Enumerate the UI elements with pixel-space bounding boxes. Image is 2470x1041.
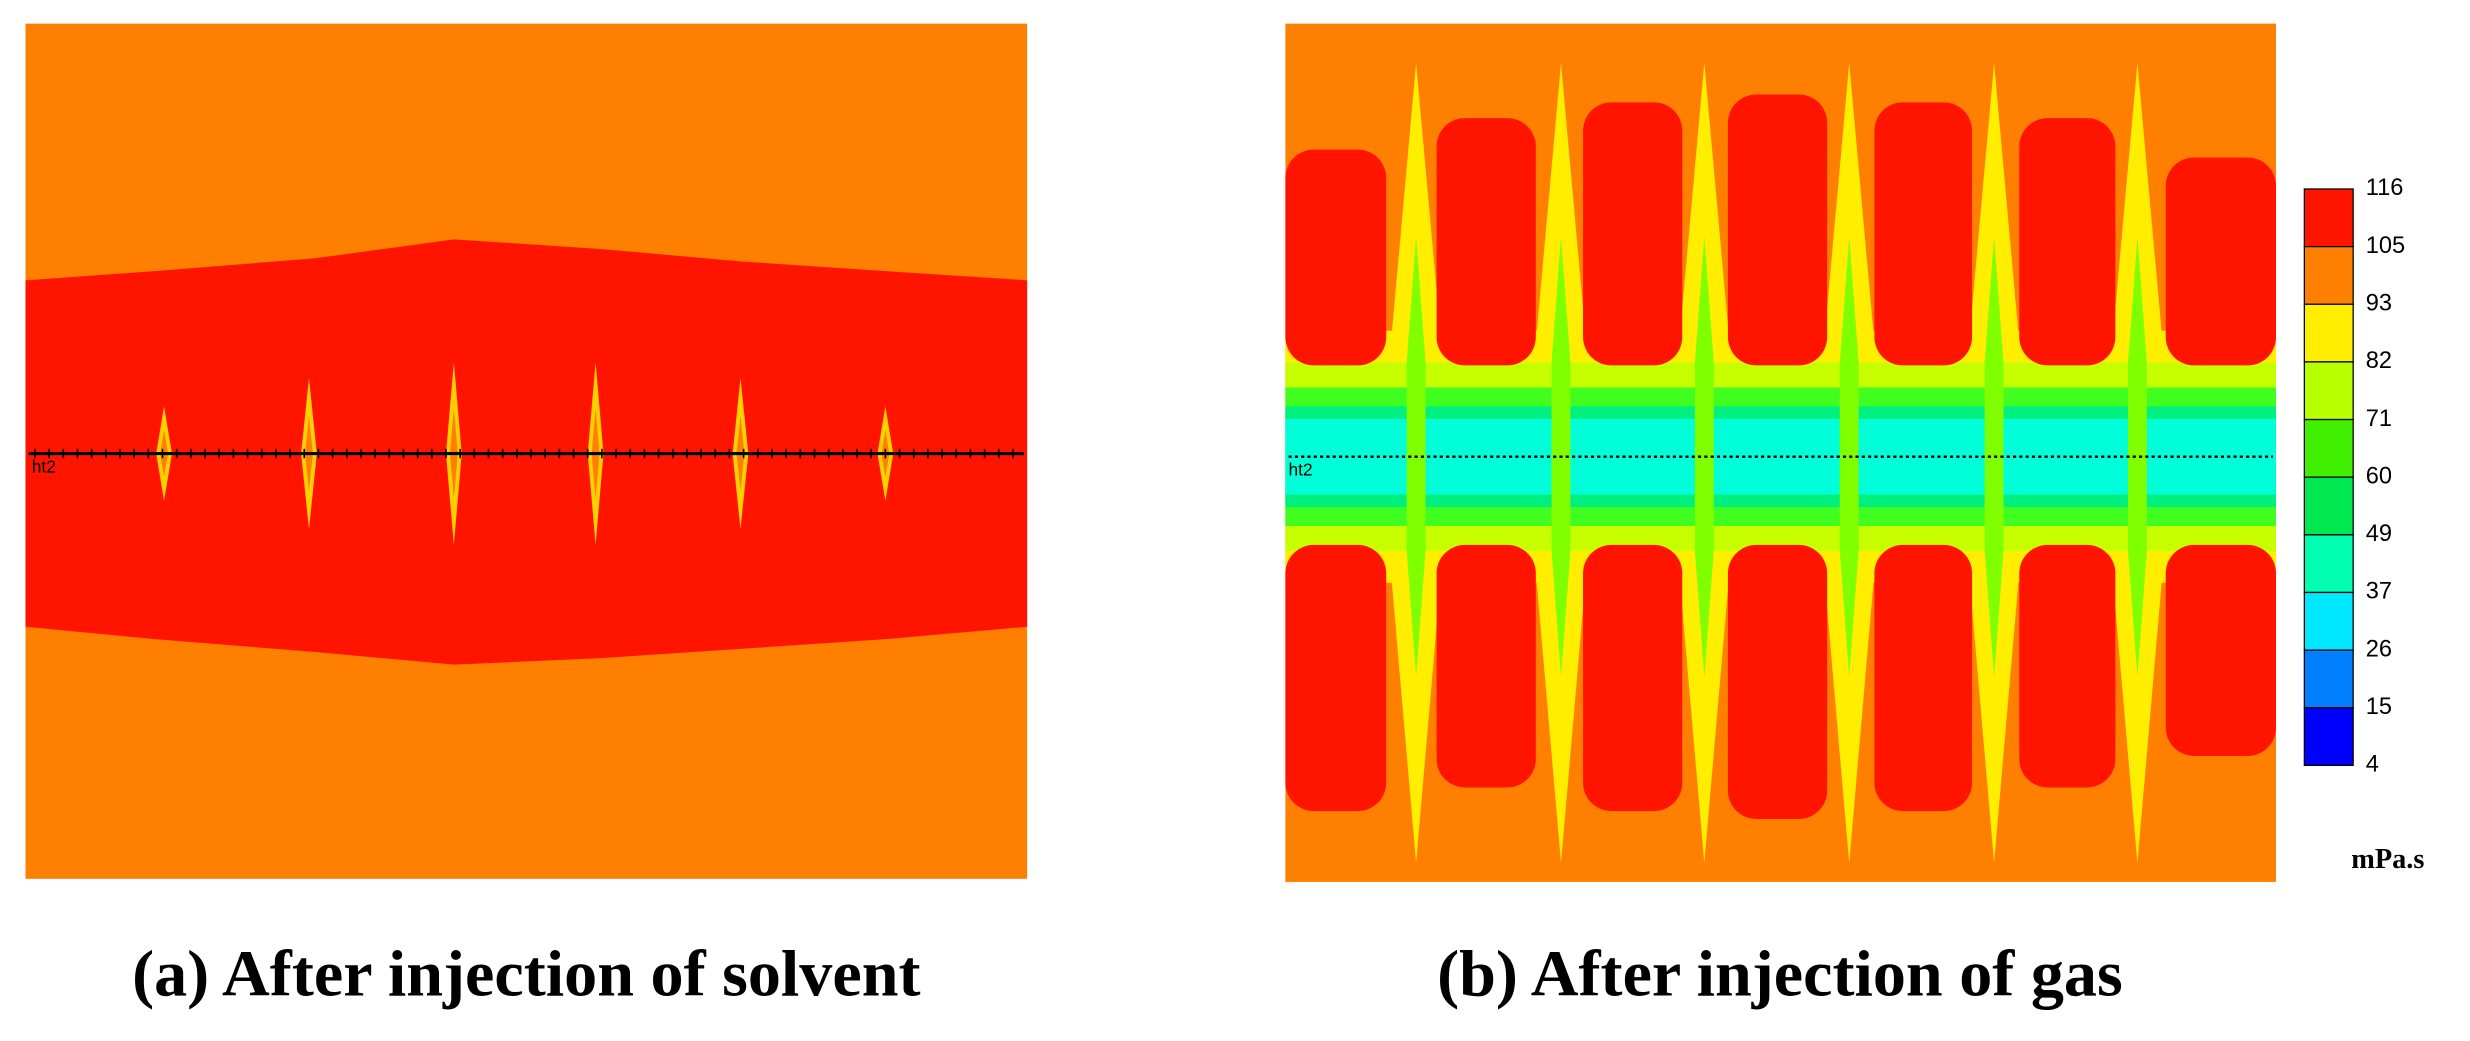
colorbar-band <box>2303 418 2354 478</box>
colorbar-tick-label: 4 <box>2366 752 2379 778</box>
colorbar-tick-label: 26 <box>2366 636 2392 662</box>
colorbar-band <box>2303 303 2354 363</box>
red-zone <box>1727 94 1828 366</box>
red-zone <box>1874 544 1973 812</box>
green-spike <box>2127 236 2147 678</box>
red-zone <box>2165 544 2276 756</box>
colorbar-tick-label: 49 <box>2366 521 2392 547</box>
red-zone <box>2019 544 2116 788</box>
colorbar: 116 105 93 82 71 60 49 37 26 15 4 <box>2303 175 2405 778</box>
red-zone <box>2019 118 2116 366</box>
colorbar-tick-label: 116 <box>2366 175 2404 201</box>
colorbar-band <box>2303 649 2354 709</box>
colorbar-band <box>2303 476 2354 536</box>
colorbar-tick-label: 60 <box>2366 463 2392 489</box>
colorbar-band <box>2303 707 2354 767</box>
colorbar-tick-label: 71 <box>2366 406 2392 432</box>
colorbar-tick-label: 93 <box>2366 291 2392 317</box>
colorbar-tick-label: 82 <box>2366 348 2392 374</box>
red-zone <box>1285 544 1387 812</box>
colorbar-tick-label: 15 <box>2366 694 2392 720</box>
red-zone <box>2165 157 2276 366</box>
red-zone <box>1436 118 1536 366</box>
panel-a: ht2 <box>25 23 1028 879</box>
well-label: ht2 <box>1289 460 1313 480</box>
caption: (b) After injection of gas <box>1437 937 2123 1010</box>
red-zone <box>1583 544 1683 812</box>
colorbar-unit: mPa.s <box>2351 844 2424 875</box>
colorbar-band <box>2303 591 2354 651</box>
colorbar-band <box>2303 361 2354 421</box>
colorbar-tick-label: 105 <box>2366 233 2405 259</box>
red-zone <box>1727 544 1828 819</box>
colorbar-tick-label: 37 <box>2366 579 2392 605</box>
colorbar-band <box>2303 245 2354 305</box>
red-zone <box>1874 102 1973 366</box>
colorbar-band <box>2303 534 2354 594</box>
caption: (a) After injection of solvent <box>132 937 920 1010</box>
colorbar-band <box>2303 188 2354 248</box>
panel-b: ht2 <box>1285 23 2276 882</box>
red-zone <box>1436 544 1536 788</box>
red-zone <box>1583 102 1683 366</box>
well-label: ht2 <box>32 456 56 476</box>
red-zone <box>1285 149 1387 366</box>
